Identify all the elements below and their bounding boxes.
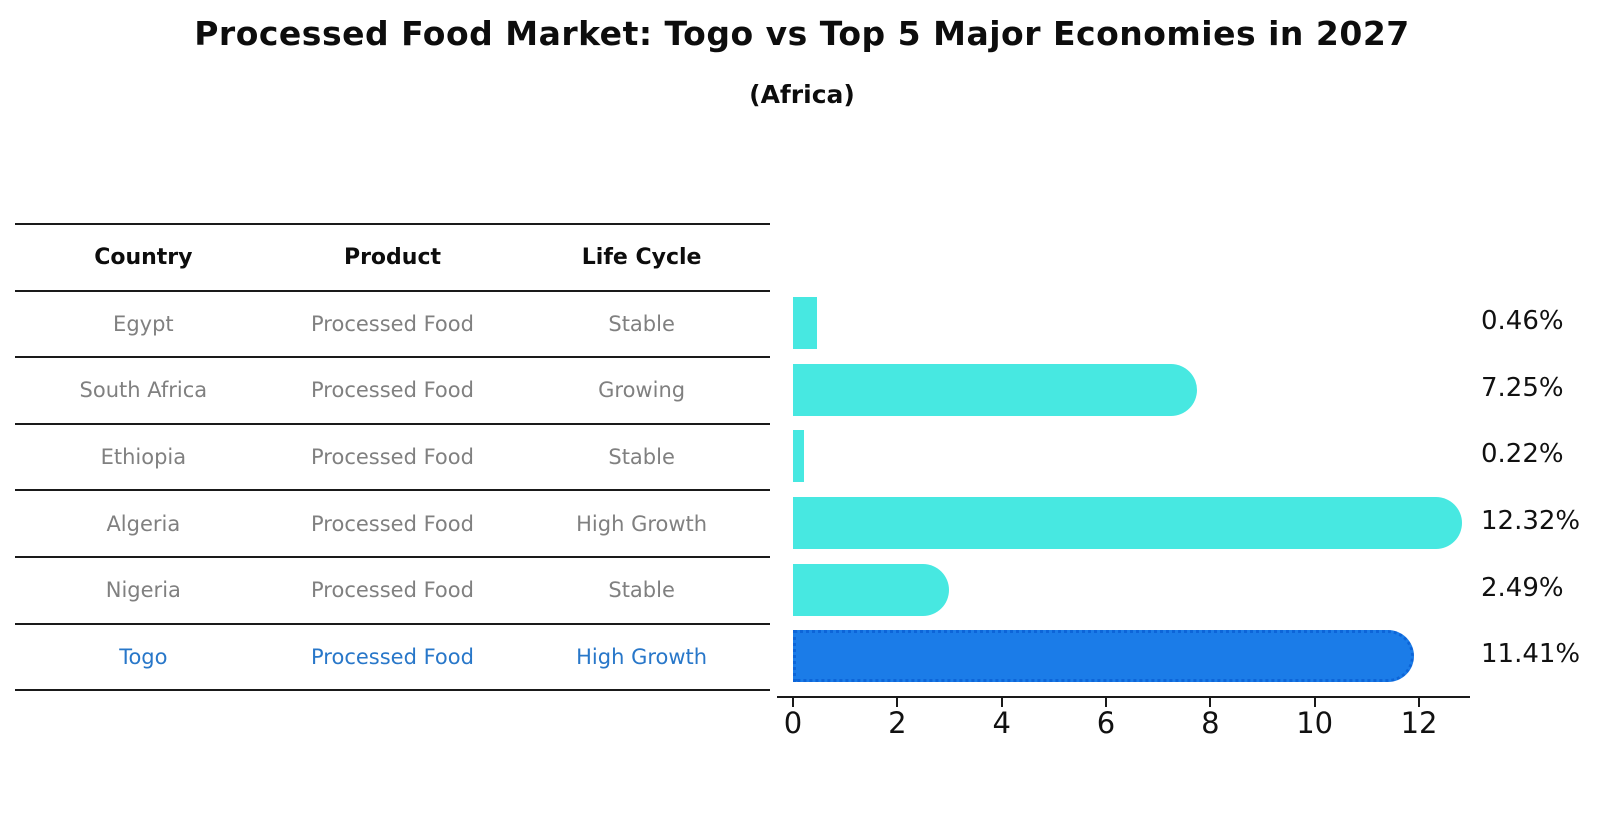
x-tick-label-10: 10 — [1296, 706, 1334, 740]
table-row-south-africa: South Africa Processed Food Growing — [15, 356, 770, 423]
table-row-ethiopia-cell-1: Processed Food — [311, 445, 474, 470]
table-row-egypt-cell-2: Stable — [608, 311, 675, 336]
value-label-algeria: 12.32% — [1481, 506, 1581, 536]
table-row-algeria-cell-1: Processed Food — [311, 511, 474, 536]
x-tick-mark-12 — [1418, 698, 1421, 707]
value-label-egypt: 0.46% — [1481, 306, 1564, 336]
x-tick-mark-6 — [1105, 698, 1108, 707]
table-header-row-cell-1: Product — [343, 244, 442, 270]
x-tick-label-6: 6 — [1096, 706, 1116, 740]
table-row-nigeria-cell-2: Stable — [608, 578, 675, 603]
country-table: Country Product Life Cycle Egypt Processed F… — [15, 223, 770, 692]
table-row-togo-cell-0: Togo — [119, 644, 168, 669]
table-row-ethiopia-cell-2: Stable — [608, 445, 675, 470]
table-row-togo-cell-1: Processed Food — [311, 644, 474, 669]
value-label-ethiopia: 0.22% — [1481, 439, 1564, 469]
value-label-south-africa: 7.25% — [1481, 373, 1564, 403]
table-row-nigeria-cell-0: Nigeria — [105, 578, 181, 603]
x-tick-label-8: 8 — [1201, 706, 1220, 740]
table-row-ethiopia: Ethiopia Processed Food Stable — [15, 422, 770, 490]
bar-ethiopia — [793, 430, 805, 482]
x-tick-label-0: 0 — [783, 706, 803, 740]
table-row-ethiopia-cell-0: Ethiopia — [100, 445, 187, 470]
x-axis-line — [777, 696, 1470, 698]
table-row-egypt-cell-1: Processed Food — [311, 311, 474, 336]
bar-south-africa — [793, 364, 1198, 416]
table-row-south-africa-cell-2: Growing — [598, 378, 686, 403]
x-tick-mark-8 — [1209, 698, 1212, 707]
table-row-egypt: Egypt Processed Food Stable — [15, 289, 770, 357]
table-header-row: Country Product Life Cycle — [15, 223, 770, 290]
bar-nigeria — [793, 564, 949, 616]
chart-subtitle: (Africa) — [749, 80, 855, 109]
x-tick-label-12: 12 — [1400, 706, 1438, 740]
table-row-togo: Togo Processed Food High Growth — [15, 622, 770, 690]
table-row-south-africa-cell-0: South Africa — [79, 378, 208, 403]
x-tick-label-4: 4 — [992, 706, 1011, 740]
table-row-algeria: Algeria Processed Food High Growth — [15, 489, 770, 556]
value-label-nigeria: 2.49% — [1481, 573, 1564, 603]
bar-togo — [793, 630, 1415, 682]
table-row-algeria-cell-2: High Growth — [576, 511, 708, 536]
x-tick-label-2: 2 — [888, 706, 907, 740]
table-row-togo-cell-2: High Growth — [576, 644, 708, 669]
value-label-togo: 11.41% — [1481, 639, 1581, 669]
x-tick-mark-10 — [1313, 698, 1316, 707]
x-tick-mark-0 — [792, 698, 794, 707]
table-row-nigeria-cell-1: Processed Food — [311, 578, 474, 603]
table-header-row-cell-2: Life Cycle — [581, 244, 702, 270]
table-row-egypt-cell-0: Egypt — [113, 311, 174, 336]
chart-title: Processed Food Market: Togo vs Top 5 Maj… — [194, 14, 1410, 53]
table-row-nigeria: Nigeria Processed Food Stable — [15, 555, 770, 623]
table-row-south-africa-cell-1: Processed Food — [311, 378, 474, 403]
bar-egypt — [793, 297, 817, 349]
bar-algeria — [793, 497, 1462, 549]
x-tick-mark-4 — [1000, 698, 1003, 707]
table-row-algeria-cell-0: Algeria — [106, 511, 181, 536]
table-header-row-cell-0: Country — [94, 244, 193, 270]
x-tick-mark-2 — [896, 698, 899, 707]
